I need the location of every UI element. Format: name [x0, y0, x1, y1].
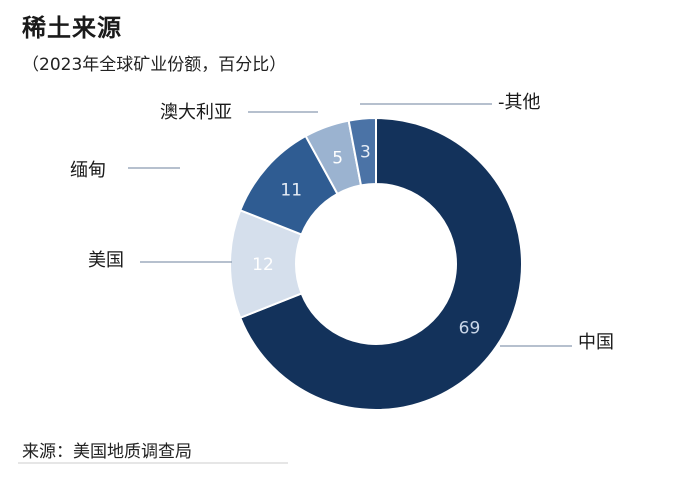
source-divider [18, 462, 288, 464]
slice-category-label: 澳大利亚 [160, 102, 232, 123]
slice-category-label: 美国 [88, 250, 124, 271]
donut-slice-4 [347, 116, 377, 187]
slice-category-label: -其他 [498, 92, 541, 113]
leader-lines [128, 103, 572, 347]
chart-subtitle: （2023年全球矿业份额，百分比） [22, 55, 287, 75]
slice-value-label: 5 [332, 149, 343, 169]
slice-value-label: 11 [280, 180, 302, 200]
donut-slice-0 [238, 116, 523, 411]
slice-category-label: 缅甸 [70, 160, 106, 181]
chart-title: 稀土来源 [22, 14, 122, 42]
slice-category-label: 中国 [578, 332, 614, 353]
source-note: 来源：美国地质调查局 [22, 442, 192, 462]
donut-slices [229, 116, 523, 411]
slice-value-label: 12 [252, 255, 274, 275]
slice-value-label: 69 [459, 319, 481, 339]
slice-value-label: 3 [360, 143, 371, 163]
slice-labels: 69 中国 12 美国 11 缅甸 5 澳大利亚 3 -其他 [70, 92, 614, 353]
